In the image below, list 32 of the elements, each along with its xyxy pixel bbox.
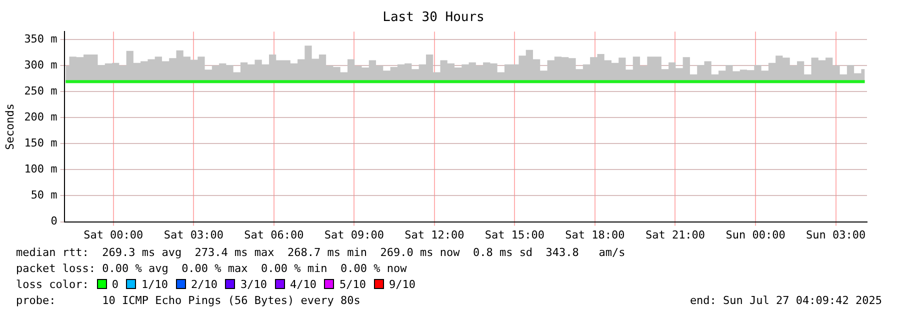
text: packet loss: 0.00 % avg 0.00 % max 0.00 % min 0.00 % now: [16, 262, 407, 275]
text: 1/10: [141, 278, 168, 291]
text: 9/10: [388, 278, 416, 291]
x-tick-label: Sun 03:00: [806, 228, 866, 242]
y-tick-label: 150 m: [24, 136, 58, 150]
text: 0: [112, 278, 118, 291]
x-tick-label: Sat 09:00: [324, 228, 384, 242]
y-tick-label: 50 m: [30, 188, 58, 202]
text: 4/10: [290, 278, 316, 291]
x-tick-label: Sun 00:00: [726, 228, 786, 242]
x-tick-label: Sat 18:00: [565, 228, 625, 242]
y-tick-label: 200 m: [24, 110, 58, 124]
text: end: Sun Jul 27 04:09:42 2025: [690, 293, 882, 309]
y-tick-label: 350 m: [24, 32, 58, 46]
y-tick-label: 250 m: [24, 84, 58, 98]
y-tick-label: 0: [50, 214, 58, 228]
text: probe: 10 ICMP Echo Pings (56 Bytes) every 80s: [16, 294, 360, 307]
text: 3/10: [240, 278, 267, 291]
x-tick-label: Sat 12:00: [404, 228, 464, 242]
x-tick-label: Sat 03:00: [164, 228, 224, 242]
x-tick-label: Sat 15:00: [484, 228, 545, 242]
text: median rtt: 269.3 ms avg 273.4 ms max 268.7 ms min 269.0 ms now 0.8 ms sd 343.8 am/s: [16, 246, 626, 259]
text: 5/10: [339, 278, 366, 291]
chart-title: Last 30 Hours: [382, 10, 484, 26]
y-tick-label: 100 m: [24, 162, 58, 176]
text: loss color:: [16, 278, 89, 291]
text: 2/10: [190, 278, 218, 291]
y-axis-title: Seconds: [3, 104, 16, 150]
x-tick-label: Sat 00:00: [84, 228, 144, 242]
x-tick-label: Sat 21:00: [645, 228, 706, 242]
x-tick-label: Sat 06:00: [244, 228, 304, 242]
y-tick-label: 300 m: [24, 58, 58, 72]
